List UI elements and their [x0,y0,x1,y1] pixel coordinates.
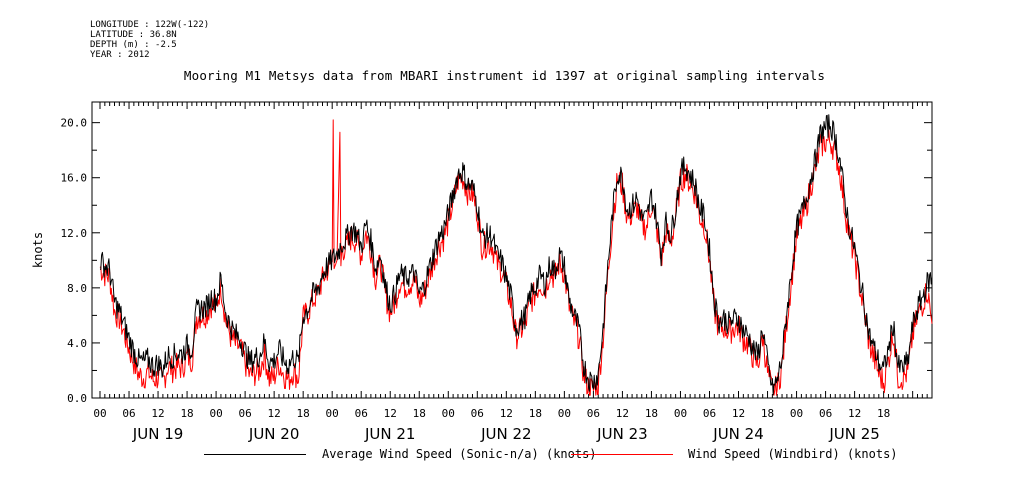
y-tick-label: 16.0 [61,172,88,185]
y-tick-label: 8.0 [67,282,87,295]
x-day-label: JUN 21 [364,425,415,443]
x-day-label: JUN 22 [480,425,531,443]
x-hour-label: 06 [238,407,251,420]
x-day-label: JUN 24 [712,425,763,443]
x-hour-label: 12 [848,407,861,420]
y-tick-label: 12.0 [61,227,88,240]
x-hour-label: 06 [471,407,484,420]
series-line-sonic [99,114,933,396]
chart-title: Mooring M1 Metsys data from MBARI instru… [183,68,826,83]
legend-swatch-red [571,454,673,455]
x-hour-label: 00 [558,407,571,420]
x-hour-label: 00 [93,407,106,420]
x-hour-label: 06 [819,407,832,420]
x-day-label: JUN 25 [828,425,879,443]
year-label: YEAR : 2012 [90,50,150,60]
x-hour-label: 18 [645,407,658,420]
legend: Average Wind Speed (Sonic-n/a) (knots) W… [0,445,1009,465]
x-hour-label: 12 [268,407,281,420]
x-hour-label: 06 [703,407,716,420]
x-hour-label: 18 [413,407,426,420]
y-tick-label: 4.0 [67,337,87,350]
plot-frame [91,101,933,399]
y-tick-label: 20.0 [61,117,88,130]
x-hour-label: 18 [297,407,310,420]
x-hour-label: 12 [151,407,164,420]
x-day-label: JUN 23 [596,425,647,443]
series-line-windbird [99,119,933,396]
x-hour-label: 00 [674,407,687,420]
x-hour-label: 00 [209,407,222,420]
latitude-label: LATITUDE : 36.8N [90,30,177,40]
legend-label-windbird: Wind Speed (Windbird) (knots) [688,447,898,461]
station-metadata: LONGITUDE : 122W(-122) LATITUDE : 36.8N … [90,20,209,60]
depth-label: DEPTH (m) : -2.5 [90,40,177,50]
tick-labels: 0.0 4.0 8.0 12.0 16.0 20.0 knots 00 06 12 18 00 06 12… [31,117,890,443]
x-hour-label: 06 [355,407,368,420]
x-hour-label: 12 [732,407,745,420]
longitude-label: LONGITUDE : 122W(-122) [90,20,210,30]
legend-swatch-black [204,454,306,455]
x-hour-label: 18 [529,407,542,420]
axes [91,101,933,399]
x-hour-label: 18 [761,407,774,420]
x-hour-label: 12 [616,407,629,420]
x-hour-label: 00 [790,407,803,420]
x-day-label: JUN 20 [248,425,299,443]
x-hour-label: 12 [500,407,513,420]
x-hour-label: 06 [122,407,135,420]
x-hour-label: 18 [877,407,890,420]
x-hour-label: 00 [442,407,455,420]
y-tick-label: 0.0 [67,392,87,405]
x-hour-label: 06 [587,407,600,420]
x-hour-label: 12 [384,407,397,420]
x-hour-label: 00 [326,407,339,420]
y-axis-label: knots [31,232,45,268]
legend-label-sonic: Average Wind Speed (Sonic-n/a) (knots) [322,447,597,461]
series-group [99,114,933,396]
x-hour-label: 18 [180,407,193,420]
x-day-label: JUN 19 [132,425,183,443]
